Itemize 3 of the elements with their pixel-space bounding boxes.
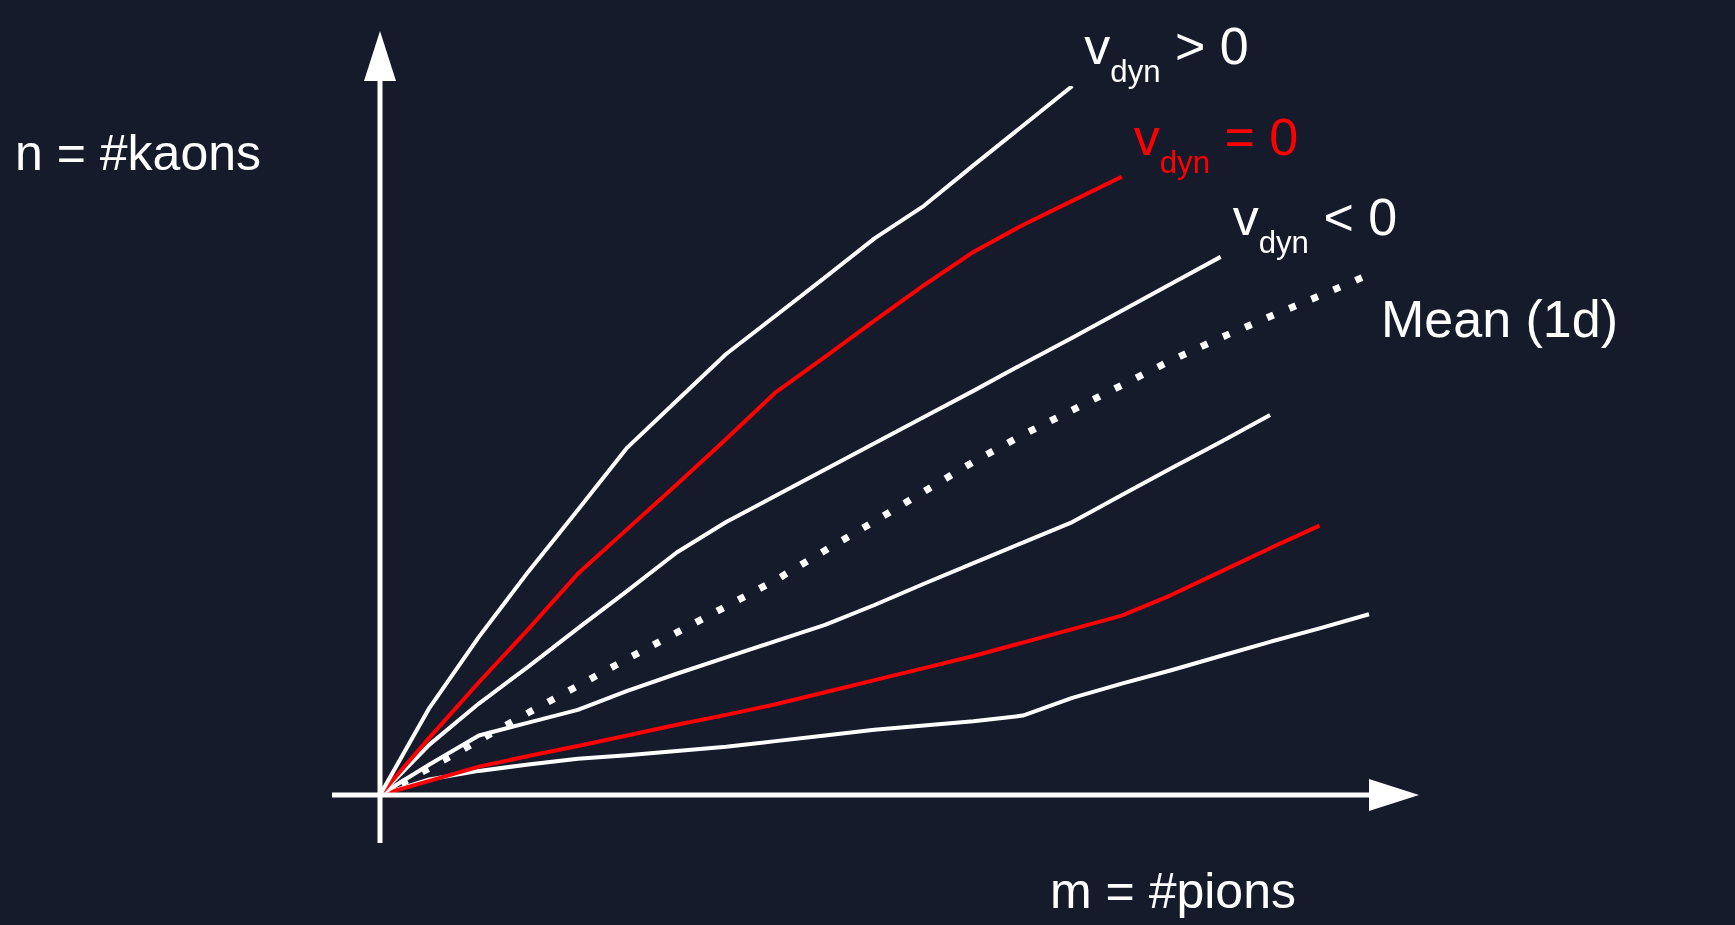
x-axis-title: m = #pions [1050, 863, 1296, 919]
y-axis-title: n = #kaons [15, 125, 262, 181]
series-label: Mean (1d) [1381, 289, 1618, 348]
